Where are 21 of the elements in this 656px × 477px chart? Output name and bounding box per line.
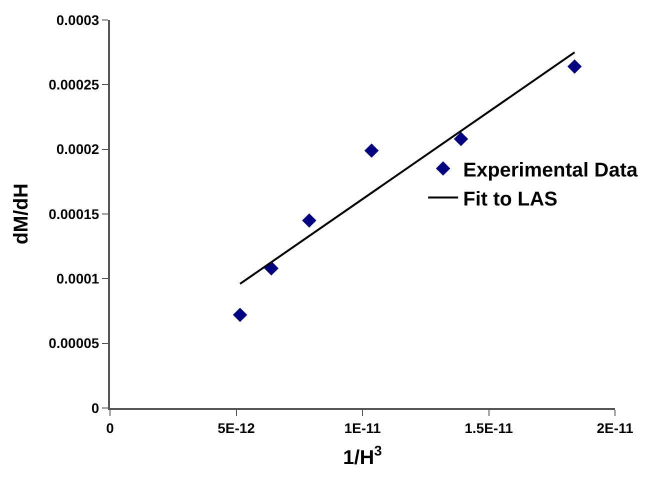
x-tick-label: 1E-11 (344, 420, 382, 436)
point (232, 308, 248, 322)
point (567, 59, 582, 74)
point (454, 132, 468, 146)
y-axis-title: dM/dH (10, 183, 33, 245)
x-axis-title: 1/H$^{3}$ (343, 442, 382, 469)
y-tick-label: 0.0001 (56, 270, 100, 287)
x-tick-label: 0 (106, 420, 114, 436)
y-tick-label: 0 (91, 400, 100, 416)
y-tick-label: 0.00025 (48, 76, 100, 93)
y-tick-label: 0.0002 (56, 141, 100, 158)
x-tick-label: 1.5E-11 (464, 420, 514, 436)
y-tick-label: 0.00015 (48, 206, 100, 222)
point (364, 143, 379, 158)
y-tick-label: 0.0003 (56, 12, 100, 28)
y-tick-label: 0.00005 (48, 335, 100, 352)
x-tick-label: 2E-11 (596, 420, 634, 436)
legend-label: Experimental Data (463, 159, 638, 182)
point (302, 213, 316, 228)
legend-label: Fit to LAS (463, 188, 558, 210)
x-tick-label: 5E-12 (218, 420, 256, 436)
